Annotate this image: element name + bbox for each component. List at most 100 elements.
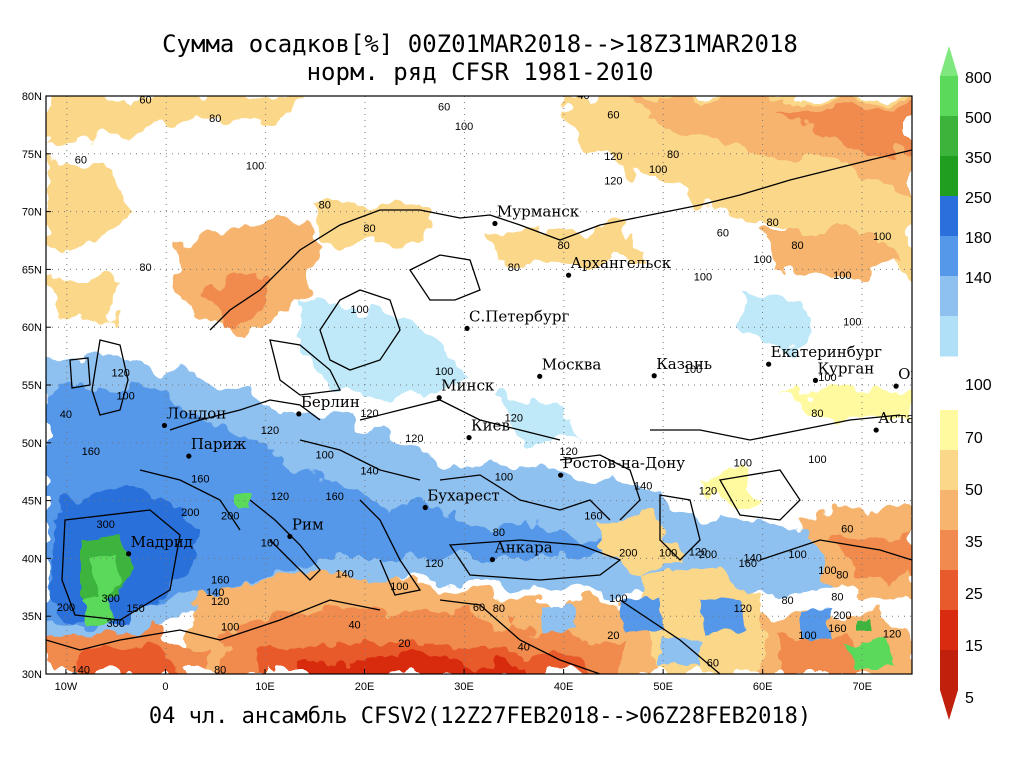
city-dot (537, 373, 543, 379)
city-label: Мурманск (497, 203, 580, 221)
lon-label: 0 (162, 681, 168, 693)
contour-label: 100 (843, 316, 861, 328)
lat-label: 75N (22, 149, 42, 161)
contour-label: 80 (791, 240, 803, 252)
contour-label: 160 (261, 537, 279, 549)
contour-label: 80 (508, 262, 520, 274)
colorbar-label: 100 (965, 377, 992, 394)
city-dot (186, 453, 192, 459)
contour-label: 80 (836, 570, 848, 582)
colorbar-label: 50 (965, 482, 983, 499)
colorbar-label: 800 (965, 70, 992, 87)
colorbar-label: 140 (965, 270, 992, 287)
city-dot (766, 361, 772, 367)
contour-label: 120 (559, 446, 577, 458)
contour-label: 120 (425, 558, 443, 570)
colorbar-segment (940, 276, 958, 317)
contour-label: 80 (781, 595, 793, 607)
contour-label: 120 (604, 175, 622, 187)
lon-label: 30E (454, 681, 474, 693)
graticule (46, 96, 912, 674)
city-label: Ростов-на-Дону (563, 454, 686, 472)
contour-label: 160 (739, 558, 757, 570)
colorbar-segment (940, 530, 958, 571)
contour-label: 80 (831, 592, 843, 604)
lon-label: 20E (355, 681, 375, 693)
contour-label: 160 (325, 491, 343, 503)
city-dot (812, 377, 819, 383)
colorbar: 800 500 350 250 180 140 100 70 50 35 25 15 5 (940, 46, 992, 720)
contour-label: 100 (435, 366, 453, 378)
city-dot (893, 383, 899, 389)
city-label: Бухарест (427, 487, 499, 505)
city-dot (126, 551, 132, 557)
contour-label: 120 (111, 367, 129, 379)
contour-label: 140 (634, 481, 652, 493)
contour-label: 120 (261, 425, 279, 437)
contour-label: 100 (818, 372, 836, 384)
contour-label: 120 (271, 491, 289, 503)
contour-label: 200 (181, 507, 199, 519)
contour-label: 120 (360, 408, 378, 420)
contour-label: 120 (883, 629, 901, 641)
contour-label: 120 (699, 485, 717, 497)
lat-label: 35N (22, 611, 42, 623)
lat-label: 60N (22, 322, 42, 334)
city-label: Рим (292, 515, 324, 533)
city-dot (558, 472, 564, 478)
contour-label: 200 (221, 511, 239, 523)
city-label: Париж (191, 435, 247, 453)
contour-label: 80 (139, 262, 151, 274)
contour-label: 100 (788, 549, 806, 561)
contour-label: 160 (191, 474, 209, 486)
colorbar-label: 35 (965, 534, 983, 551)
city-markers: Мурманск Архангельск С.Петербург Москва Каза… (126, 203, 940, 563)
contour-label: 160 (584, 511, 602, 523)
contour-label: 160 (82, 446, 100, 458)
contour-label: 100 (116, 390, 134, 402)
contour-label: 100 (754, 254, 772, 266)
contour-label: 80 (557, 240, 569, 252)
contour-label: 40 (60, 409, 72, 421)
contour-label: 100 (455, 121, 473, 133)
contour-label: 100 (350, 304, 368, 316)
colorbar-top-cap (940, 46, 958, 76)
contour-label: 60 (707, 658, 719, 670)
lon-label: 70E (852, 681, 872, 693)
contour-label: 200 (57, 602, 75, 614)
coastlines (46, 149, 912, 674)
lat-label: 55N (22, 380, 42, 392)
lat-label: 80N (22, 91, 42, 103)
contour-label: 100 (734, 458, 752, 470)
city-label: Омск (898, 365, 940, 383)
contour-label: 160 (211, 574, 229, 586)
contour-label: 20 (398, 638, 410, 650)
contour-label: 80 (319, 200, 331, 212)
city-dot (287, 533, 293, 540)
contour-label: 140 (335, 568, 353, 580)
lat-label: 30N (22, 669, 42, 681)
contour-label: 100 (808, 454, 826, 466)
contour-label: 60 (438, 101, 450, 113)
contour-label: 150 (126, 603, 144, 615)
contour-label: 40 (518, 641, 530, 653)
contour-label: 300 (106, 618, 124, 630)
contour-label: 140 (360, 466, 378, 478)
city-dot (422, 504, 428, 511)
contour-label: 200 (619, 548, 637, 560)
lat-label: 45N (22, 496, 42, 508)
colorbar-label: 15 (965, 638, 983, 655)
city-label: Мадрид (131, 533, 193, 551)
contour-label: 80 (493, 603, 505, 615)
contour-label: 200 (833, 610, 851, 622)
contour-label: 20 (607, 630, 619, 642)
contour-label: 120 (689, 547, 707, 559)
contour-label: 120 (604, 151, 622, 163)
colorbar-segment (940, 610, 958, 651)
contour-label: 40 (348, 619, 360, 631)
city-label: Минск (441, 377, 495, 395)
city-label: Киев (471, 417, 510, 435)
contour-label: 100 (798, 630, 816, 642)
